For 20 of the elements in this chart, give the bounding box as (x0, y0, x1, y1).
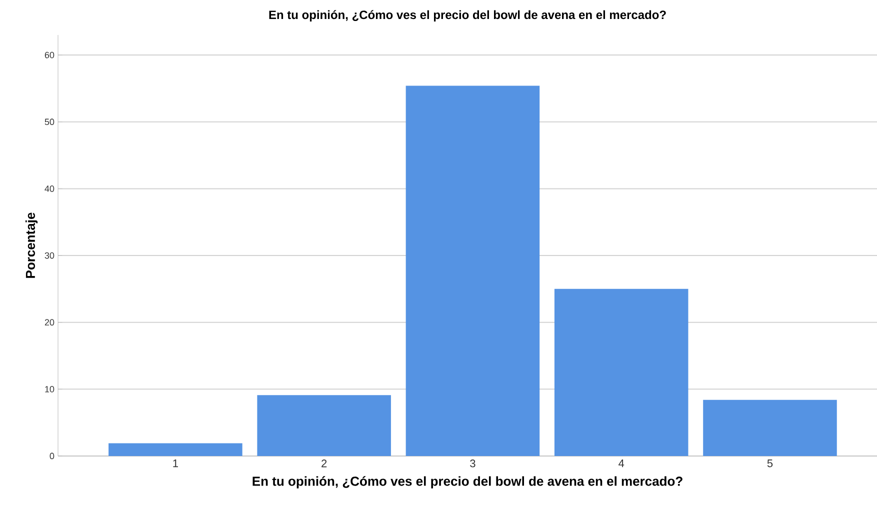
y-axis-title: Porcentaje (25, 212, 38, 278)
y-tick-label: 40 (44, 186, 54, 192)
y-tick-label: 10 (45, 386, 54, 392)
x-tick-label: 3 (470, 460, 476, 468)
bar (108, 443, 242, 456)
x-tick-label: 5 (767, 460, 773, 468)
bar (703, 400, 837, 456)
y-tick-label: 20 (44, 319, 54, 326)
bar (554, 288, 688, 456)
x-axis-title: En tu opinión, ¿Cómo ves el precio del bowl de avena en el mercado? (252, 476, 682, 488)
x-tick-label: 4 (618, 460, 624, 468)
chart-title: En tu opinión, ¿Cómo ves el precio del bowl de avena en el mercado? (269, 10, 666, 22)
x-tick-label: 1 (173, 460, 178, 468)
y-tick-label: 60 (44, 52, 54, 58)
bar (257, 395, 391, 456)
y-tick-label: 0 (50, 452, 54, 460)
y-tick-label: 30 (44, 252, 54, 259)
x-tick-label: 2 (322, 460, 327, 468)
bar (406, 86, 540, 456)
y-tick-label: 50 (44, 118, 54, 126)
